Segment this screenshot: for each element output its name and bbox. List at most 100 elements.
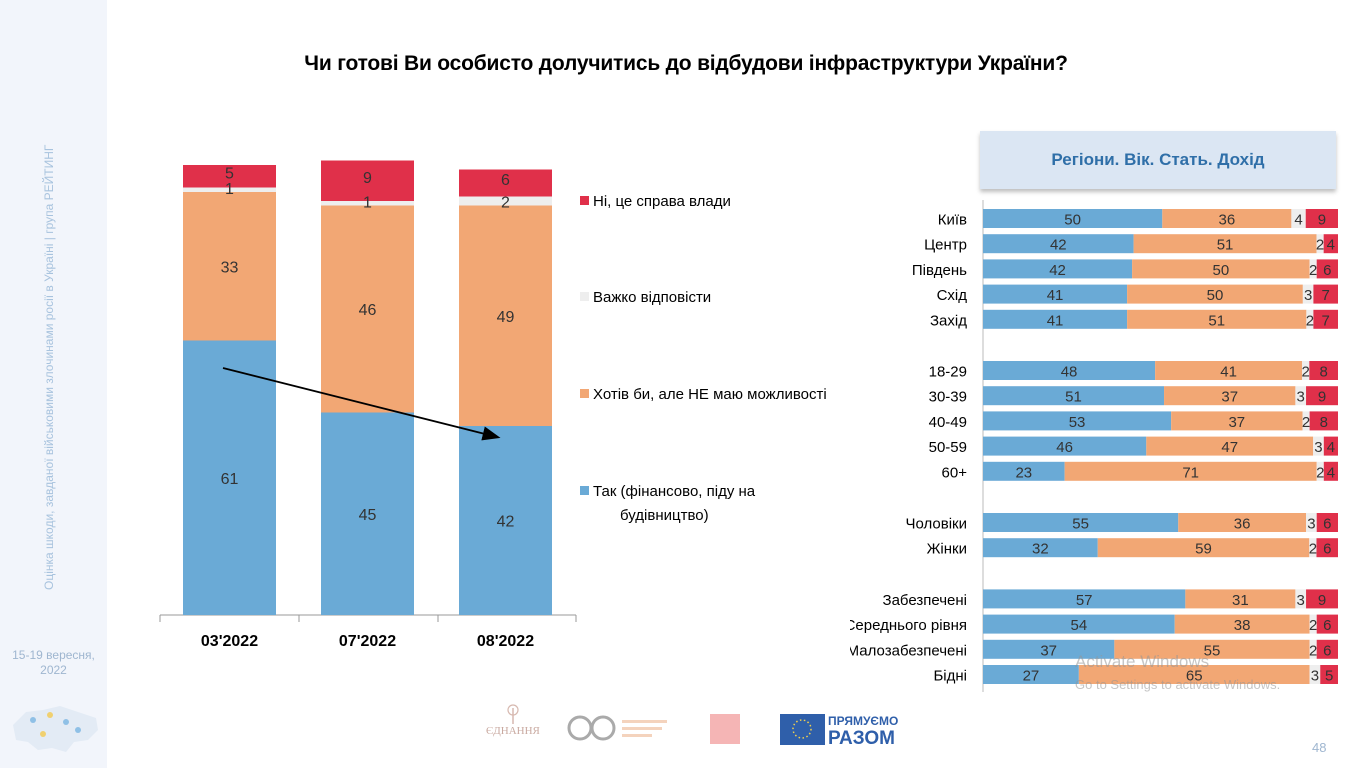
bar-segment-no [1305, 209, 1338, 228]
bar-segment-hard [1309, 259, 1317, 279]
bar-segment-no [1316, 639, 1338, 659]
bar-segment-no [1313, 284, 1338, 304]
bar-value-label: 41 [1220, 364, 1237, 381]
bar-segment-hard [1295, 589, 1307, 609]
bar-segment-hard [1309, 538, 1317, 558]
bar-segment-no [459, 169, 552, 197]
bar-value-label: 45 [359, 507, 377, 524]
bar-value-label: 2 [1309, 262, 1317, 279]
bar-segment-yes [983, 259, 1133, 279]
bar-segment-want [1132, 259, 1310, 279]
bar-value-label: 8 [1319, 364, 1327, 381]
bar-segment-want [1064, 461, 1317, 481]
bar-value-label: 8 [1320, 414, 1328, 431]
bar-value-label: 3 [1304, 287, 1312, 304]
x-axis-category-label: 03'2022 [201, 633, 258, 650]
bar-segment-want [1164, 386, 1296, 406]
bar-segment-no [1306, 589, 1338, 609]
main-stacked-bar-chart: 61331503'202245461907'202242492608'2022Н… [159, 160, 827, 650]
page-number: 48 [1312, 740, 1327, 755]
sidebar: Оцінка шкоди, завданої військовими злочи… [0, 0, 107, 768]
bar-value-label: 4 [1327, 439, 1335, 456]
bar-value-label: 2 [1316, 237, 1324, 254]
legend-label-hard: Важко відповісти [593, 289, 711, 306]
bar-segment-yes [983, 284, 1128, 304]
bar-segment-no [183, 165, 276, 188]
bar-value-label: 3 [1307, 516, 1315, 533]
bar-segment-hard [321, 201, 414, 206]
activate-windows-title: Activate Windows [1075, 652, 1210, 671]
bar-segment-hard [459, 196, 552, 206]
legend-swatch-want [580, 389, 589, 398]
bar-segment-yes [983, 411, 1172, 431]
bar-value-label: 2 [1306, 312, 1314, 329]
bar-value-label: 42 [497, 514, 515, 531]
bar-value-label: 5 [225, 165, 234, 182]
bar-segment-yes [983, 234, 1134, 254]
row-label: Захід [930, 312, 967, 329]
bar-segment-hard [1306, 309, 1314, 329]
row-label: Київ [938, 212, 967, 229]
bar-value-label: 3 [1311, 668, 1319, 685]
legend-swatch-yes [580, 486, 589, 495]
bar-value-label: 23 [1015, 464, 1032, 481]
bar-segment-hard [1309, 639, 1317, 659]
bar-value-label: 2 [1302, 364, 1310, 381]
bar-segment-no [1313, 309, 1338, 329]
bar-value-label: 6 [1323, 516, 1331, 533]
bar-value-label: 2 [1309, 541, 1317, 558]
bar-segment-yes [983, 461, 1065, 481]
razom-logo-line2: РАЗОМ [828, 728, 895, 749]
bar-value-label: 51 [1217, 237, 1234, 254]
bar-segment-no [321, 160, 414, 201]
survey-date-line1: 15-19 вересня, [12, 648, 95, 662]
bar-value-label: 53 [1069, 414, 1086, 431]
bar-value-label: 46 [359, 302, 377, 319]
bar-segment-no [1306, 386, 1338, 406]
legend-label-no: Ні, це справа влади [593, 193, 731, 210]
row-label: 50-59 [929, 439, 967, 456]
bar-segment-want [321, 205, 414, 413]
sidebar-vertical-text: Оцінка шкоди, завданої військовими злочи… [42, 144, 56, 590]
row-label: 30-39 [929, 389, 967, 406]
bar-segment-yes [983, 436, 1147, 456]
panel-header: Регіони. Вік. Стать. Дохід [980, 131, 1336, 189]
bar-segment-hard [1302, 284, 1314, 304]
bar-value-label: 47 [1221, 439, 1238, 456]
partner-logos: ЄДНАННЯ ПРЯМУЄМО РАЗОМ [470, 700, 920, 755]
bar-value-label: 6 [1323, 262, 1331, 279]
bar-value-label: 4 [1294, 212, 1302, 229]
bar-segment-want [183, 192, 276, 341]
bar-value-label: 50 [1207, 287, 1224, 304]
bar-value-label: 3 [1297, 389, 1305, 406]
bar-value-label: 6 [501, 172, 510, 189]
row-label: Чоловіки [905, 516, 967, 533]
bar-segment-want [1127, 284, 1303, 304]
bar-segment-want [1133, 234, 1317, 254]
edinnya-logo: ЄДНАННЯ [486, 704, 541, 737]
bar-value-label: 3 [1297, 592, 1305, 609]
bar-segment-no [1323, 234, 1338, 254]
row-label: Забезпечені [883, 592, 967, 609]
bar-value-label: 2 [1302, 414, 1310, 431]
bar-segment-want [1185, 589, 1296, 609]
bar-value-label: 27 [1023, 668, 1040, 685]
row-label: Середнього рівня [850, 617, 967, 634]
bar-segment-hard [1316, 461, 1324, 481]
bar-segment-want [1178, 513, 1307, 532]
legend-swatch-hard [580, 292, 589, 301]
rating-logo [710, 714, 740, 744]
bar-segment-no [1323, 461, 1338, 481]
bar-value-label: 7 [1322, 312, 1330, 329]
bar-value-label: 57 [1076, 592, 1093, 609]
razom-logo-line1: ПРЯМУЄМО [828, 714, 898, 728]
activate-windows-subtitle: Go to Settings to activate Windows. [1075, 677, 1281, 692]
bar-segment-hard [183, 187, 276, 192]
bar-segment-yes [983, 513, 1179, 532]
bar-value-label: 38 [1234, 617, 1251, 634]
survey-date-line2: 2022 [40, 663, 67, 677]
bar-segment-yes [983, 614, 1175, 634]
bar-segment-no [1320, 665, 1338, 684]
page-title-text: Чи готові Ви особисто долучитись до відб… [304, 52, 1068, 75]
bar-segment-want [1114, 639, 1310, 659]
